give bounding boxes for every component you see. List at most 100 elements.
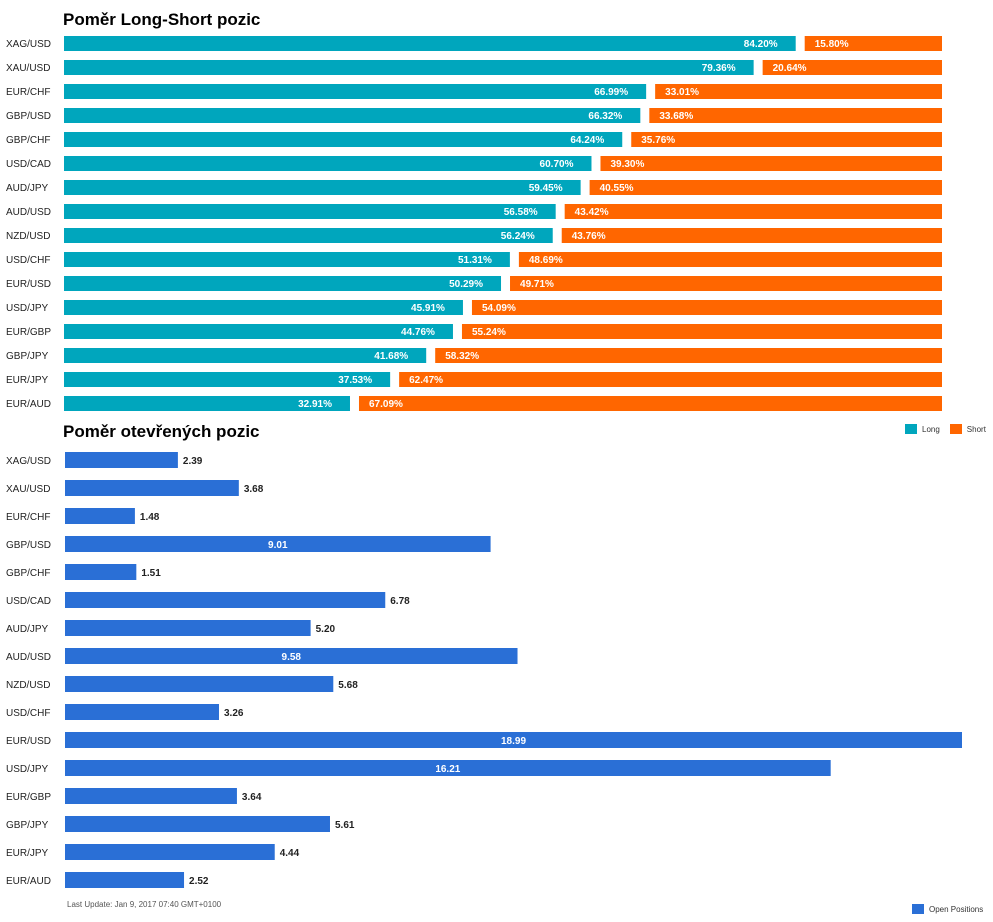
category-label: AUD/USD — [6, 207, 51, 218]
open-positions-value-label: 16.21 — [435, 764, 460, 775]
open-positions-bar — [65, 564, 137, 580]
category-label: GBP/CHF — [6, 135, 50, 146]
long-value-label: 32.91% — [298, 399, 332, 410]
category-label: GBP/USD — [6, 111, 51, 122]
open-positions-bar — [65, 788, 237, 804]
short-bar — [804, 36, 942, 51]
long-value-label: 41.68% — [374, 351, 408, 362]
category-label: EUR/JPY — [6, 375, 49, 386]
category-label: XAG/USD — [6, 456, 51, 467]
long-bar — [64, 180, 581, 195]
short-bar — [561, 228, 942, 243]
category-label: AUD/USD — [6, 652, 51, 663]
category-label: USD/JPY — [6, 764, 49, 775]
short-bar — [435, 348, 942, 363]
long-value-label: 64.24% — [570, 135, 604, 146]
category-label: USD/CHF — [6, 708, 50, 719]
long-value-label: 45.91% — [411, 303, 445, 314]
short-value-label: 33.68% — [659, 111, 693, 122]
open-positions-value-label: 3.68 — [244, 484, 264, 495]
category-label: USD/CAD — [6, 159, 51, 170]
short-value-label: 43.76% — [572, 231, 606, 242]
category-label: XAG/USD — [6, 39, 51, 50]
short-value-label: 39.30% — [610, 159, 644, 170]
long-bar — [64, 252, 510, 267]
category-label: USD/JPY — [6, 303, 49, 314]
category-label: GBP/JPY — [6, 820, 49, 831]
long-bar — [64, 60, 754, 75]
long-value-label: 60.70% — [540, 159, 574, 170]
short-bar — [600, 156, 942, 171]
open-positions-bar — [65, 536, 491, 552]
long-value-label: 66.32% — [588, 111, 622, 122]
open-positions-bar — [65, 480, 239, 496]
legend-long-swatch — [905, 424, 917, 434]
category-label: NZD/USD — [6, 231, 50, 242]
short-bar — [631, 132, 942, 147]
short-value-label: 62.47% — [409, 375, 443, 386]
short-bar — [518, 252, 942, 267]
long-bar — [64, 228, 553, 243]
long-value-label: 50.29% — [449, 279, 483, 290]
short-bar — [461, 324, 942, 339]
legend-short-label: Short — [966, 424, 986, 434]
long-value-label: 79.36% — [702, 63, 736, 74]
legend-open-label: Open Positions — [929, 904, 984, 914]
long-bar — [64, 324, 453, 339]
long-bar — [64, 132, 623, 147]
short-value-label: 58.32% — [445, 351, 479, 362]
short-value-label: 54.09% — [482, 303, 516, 314]
short-value-label: 49.71% — [520, 279, 554, 290]
short-value-label: 35.76% — [641, 135, 675, 146]
open-positions-bar — [65, 620, 311, 636]
category-label: EUR/GBP — [6, 792, 51, 803]
long-value-label: 37.53% — [338, 375, 372, 386]
long-bar — [64, 36, 796, 51]
open-positions-bar — [65, 872, 185, 888]
short-value-label: 40.55% — [600, 183, 634, 194]
open-positions-value-label: 2.39 — [183, 456, 203, 467]
short-bar — [649, 108, 942, 123]
long-value-label: 59.45% — [529, 183, 563, 194]
open-positions-value-label: 5.68 — [338, 680, 358, 691]
open-positions-bar — [65, 816, 330, 832]
category-label: EUR/CHF — [6, 512, 50, 523]
open-positions-value-label: 4.44 — [280, 848, 300, 859]
category-label: GBP/CHF — [6, 568, 50, 579]
open-positions-value-label: 3.26 — [224, 708, 244, 719]
open-positions-value-label: 1.48 — [140, 512, 160, 523]
long-bar — [64, 396, 350, 411]
open-positions-value-label: 6.78 — [390, 596, 410, 607]
short-value-label: 48.69% — [529, 255, 563, 266]
category-label: USD/CHF — [6, 255, 50, 266]
short-bar — [471, 300, 942, 315]
long-bar — [64, 300, 463, 315]
long-value-label: 66.99% — [594, 87, 628, 98]
long-bar — [64, 276, 502, 291]
open-positions-value-label: 9.01 — [268, 540, 288, 551]
category-label: EUR/USD — [6, 736, 51, 747]
category-label: EUR/AUD — [6, 876, 51, 887]
last-update-text: Last Update: Jan 9, 2017 07:40 GMT+0100 — [67, 900, 222, 909]
open-positions-bar — [65, 732, 962, 748]
long-value-label: 56.24% — [501, 231, 535, 242]
long-bar — [64, 84, 647, 99]
short-value-label: 15.80% — [815, 39, 849, 50]
open-positions-bar — [65, 760, 831, 776]
category-label: AUD/JPY — [6, 183, 49, 194]
category-label: EUR/USD — [6, 279, 51, 290]
short-value-label: 55.24% — [472, 327, 506, 338]
short-value-label: 43.42% — [575, 207, 609, 218]
open-positions-bar — [65, 452, 178, 468]
category-label: EUR/JPY — [6, 848, 49, 859]
short-bar — [589, 180, 942, 195]
chart2-title: Poměr otevřených pozic — [63, 422, 260, 441]
long-bar — [64, 156, 592, 171]
open-positions-value-label: 1.51 — [141, 568, 161, 579]
category-label: EUR/AUD — [6, 399, 51, 410]
open-positions-value-label: 3.64 — [242, 792, 262, 803]
short-value-label: 20.64% — [773, 63, 807, 74]
category-label: AUD/JPY — [6, 624, 49, 635]
open-positions-bar — [65, 508, 135, 524]
